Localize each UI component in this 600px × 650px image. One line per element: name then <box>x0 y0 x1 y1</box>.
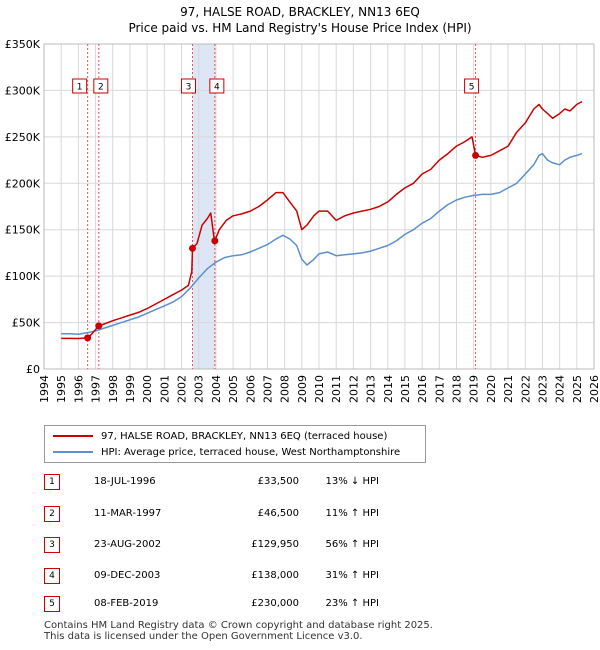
sale-hpi-diff: 23% ↑ HPI <box>325 598 379 609</box>
x-tick-label: 2020 <box>485 375 498 403</box>
x-tick-label: 2017 <box>433 375 446 403</box>
footer-line-2: This data is licensed under the Open Gov… <box>44 631 363 642</box>
sale-number-badge: 5 <box>44 596 60 612</box>
x-tick-label: 1994 <box>38 375 51 403</box>
x-tick-label: 2023 <box>536 375 549 403</box>
legend-label-property: 97, HALSE ROAD, BRACKLEY, NN13 6EQ (terr… <box>101 430 388 442</box>
sale-point <box>95 322 103 330</box>
y-tick-label: £300K <box>5 84 41 97</box>
price-chart: £0 £50K £100K £150K £200K £250K £300K £350K 1994… <box>5 38 600 403</box>
sale-date: 09-DEC-2003 <box>94 570 161 581</box>
sale-label-number: 3 <box>186 83 192 93</box>
sale-price: £138,000 <box>251 570 299 581</box>
sale-date: 11-MAR-1997 <box>94 508 162 519</box>
sale-hpi-diff: 11% ↑ HPI <box>325 508 379 519</box>
x-tick-label: 2003 <box>193 375 206 403</box>
x-tick-label: 2026 <box>588 375 600 403</box>
x-tick-label: 2010 <box>313 375 326 403</box>
sale-number-badge: 3 <box>44 537 60 553</box>
sale-label-box <box>464 78 480 94</box>
x-tick-label: 2014 <box>382 375 395 403</box>
sale-label-number: 4 <box>214 83 220 93</box>
y-tick-label: £50K <box>12 317 41 330</box>
sale-point <box>472 151 480 159</box>
sale-price: £46,500 <box>257 508 299 519</box>
sale-date: 23-AUG-2002 <box>94 539 162 550</box>
x-tick-label: 2024 <box>554 375 567 403</box>
y-tick-label: £350K <box>5 38 41 51</box>
sale-label-number: 5 <box>469 83 475 93</box>
shaded-region <box>192 44 215 369</box>
legend-item-hpi: HPI: Average price, terraced house, West… <box>53 444 400 460</box>
x-tick-label: 2015 <box>399 375 412 403</box>
sale-label-box <box>181 78 196 94</box>
table-row: 5 08-FEB-2019 £230,000 23% ↑ HPI <box>44 596 444 614</box>
sale-number-badge: 1 <box>44 474 60 490</box>
footer-attribution: Contains HM Land Registry data © Crown c… <box>44 620 433 642</box>
x-tick-label: 2007 <box>261 375 274 403</box>
sale-hpi-diff: 31% ↑ HPI <box>325 570 379 581</box>
y-tick-label: £200K <box>5 177 41 190</box>
footer-line-1: Contains HM Land Registry data © Crown c… <box>44 620 433 631</box>
x-tick-label: 2019 <box>468 375 481 403</box>
x-tick-label: 2004 <box>210 375 223 403</box>
x-tick-label: 2006 <box>244 375 257 403</box>
sale-price: £230,000 <box>251 598 299 609</box>
x-tick-label: 2002 <box>176 375 189 403</box>
x-tick-label: 2012 <box>347 375 360 403</box>
x-tick-label: 2005 <box>227 375 240 403</box>
legend-item-property: 97, HALSE ROAD, BRACKLEY, NN13 6EQ (terr… <box>53 428 387 444</box>
x-tick-label: 2022 <box>519 375 532 403</box>
sale-hpi-diff: 13% ↓ HPI <box>325 476 379 487</box>
x-tick-label: 1998 <box>107 375 120 403</box>
sale-label-number: 1 <box>77 83 83 93</box>
y-tick-label: £150K <box>5 224 41 237</box>
x-tick-label: 1999 <box>124 375 137 403</box>
x-tick-label: 2013 <box>365 375 378 403</box>
sale-point <box>211 237 219 245</box>
x-tick-label: 2009 <box>296 375 309 403</box>
table-row: 2 11-MAR-1997 £46,500 11% ↑ HPI <box>44 506 444 524</box>
sale-label-number: 2 <box>98 83 104 93</box>
table-row: 4 09-DEC-2003 £138,000 31% ↑ HPI <box>44 568 444 586</box>
title-line-1: 97, HALSE ROAD, BRACKLEY, NN13 6EQ <box>180 5 420 19</box>
sale-date: 08-FEB-2019 <box>94 598 159 609</box>
table-row: 3 23-AUG-2002 £129,950 56% ↑ HPI <box>44 537 444 555</box>
x-tick-label: 2021 <box>502 375 515 403</box>
sale-point <box>84 334 92 342</box>
legend-swatch-hpi <box>53 451 93 453</box>
x-tick-label: 2000 <box>141 375 154 403</box>
hpi-line <box>61 152 583 335</box>
sale-number-badge: 4 <box>44 568 60 584</box>
sale-date: 18-JUL-1996 <box>94 476 156 487</box>
sale-number-badge: 2 <box>44 506 60 522</box>
x-tick-label: 1997 <box>90 375 103 403</box>
x-tick-label: 1995 <box>55 375 68 403</box>
sale-label-box <box>93 78 109 94</box>
x-tick-label: 2016 <box>416 375 429 403</box>
x-tick-label: 2001 <box>158 375 171 403</box>
legend-label-hpi: HPI: Average price, terraced house, West… <box>101 446 401 458</box>
sale-price: £33,500 <box>257 476 299 487</box>
plot-frame <box>43 43 595 370</box>
table-row: 1 18-JUL-1996 £33,500 13% ↓ HPI <box>44 474 444 492</box>
title-line-2: Price paid vs. HM Land Registry's House … <box>128 21 472 35</box>
sale-price: £129,950 <box>251 539 299 550</box>
legend-swatch-property <box>53 435 93 437</box>
y-tick-label: £100K <box>5 270 41 283</box>
sale-label-box <box>209 78 225 94</box>
sale-point <box>189 244 196 252</box>
x-tick-label: 2018 <box>451 375 464 403</box>
x-tick-label: 2011 <box>330 375 343 403</box>
y-tick-label: £250K <box>5 131 41 144</box>
x-tick-label: 1996 <box>72 375 85 403</box>
x-tick-label: 2025 <box>571 375 584 403</box>
x-tick-label: 2008 <box>279 375 292 403</box>
chart-title: 97, HALSE ROAD, BRACKLEY, NN13 6EQ Price… <box>0 4 600 36</box>
sale-label-box <box>72 78 88 94</box>
legend: 97, HALSE ROAD, BRACKLEY, NN13 6EQ (terr… <box>44 425 426 463</box>
sale-hpi-diff: 56% ↑ HPI <box>325 539 379 550</box>
y-tick-label: £0 <box>26 363 40 376</box>
property-price-line <box>61 100 583 340</box>
